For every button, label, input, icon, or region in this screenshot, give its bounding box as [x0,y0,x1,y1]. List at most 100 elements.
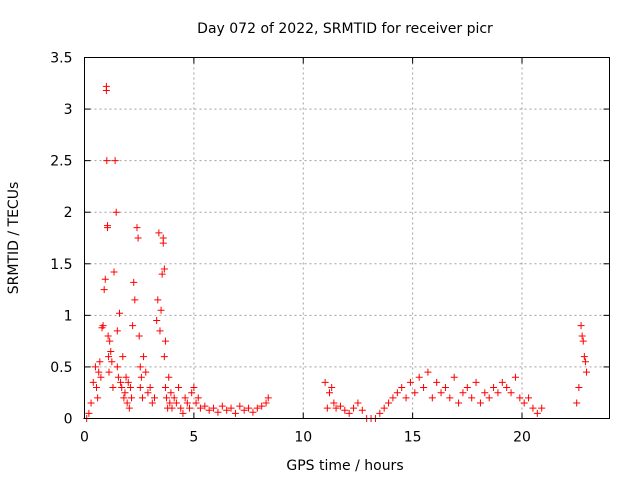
data-point [424,368,432,376]
data-point [107,347,115,355]
data-point [96,358,104,366]
data-point [126,384,134,392]
data-point [129,322,137,330]
data-point [575,384,583,392]
data-point [110,268,118,276]
data-point [516,394,524,402]
ticks: 0 0.5 1 1.5 2 2.5 3 3.5 0 5 10 15 20 [50,51,610,446]
data-point [533,409,541,417]
data-point [183,399,191,407]
data-point [227,404,235,412]
data-point [94,394,102,402]
data-point [223,406,231,414]
data-point [398,384,406,392]
data-point [214,408,222,416]
data-point [341,406,349,414]
data-point [196,404,204,412]
data-point [520,399,528,407]
data-point [148,399,156,407]
data-point [249,408,257,416]
data-point [144,389,152,397]
data-point [170,394,178,402]
data-point [433,378,441,386]
data-point [166,399,174,407]
y-tick-label: 2.5 [50,154,72,170]
data-point [385,399,393,407]
data-point [376,409,384,417]
data-point [205,406,213,414]
data-point [393,389,401,397]
y-tick-label: 2 [64,205,73,221]
data-point [402,394,410,402]
data-point [160,353,168,361]
x-tick-label: 5 [189,430,198,446]
data-point [157,306,165,314]
data-point [154,296,162,304]
data-point [136,384,144,392]
data-point [131,296,139,304]
data-point [525,394,533,402]
data-point [323,404,331,412]
data-point [161,337,169,345]
data-point [179,409,187,417]
data-point [472,378,480,386]
data-point [498,378,506,386]
data-point [101,275,109,283]
y-axis-label: SRMTID / TECUs [6,182,22,295]
data-point [93,384,101,392]
data-point [155,229,163,237]
data-point [350,404,358,412]
plot-frame [84,57,610,419]
data-point [253,404,261,412]
data-point [192,399,200,407]
y-tick-label: 1.5 [50,257,72,273]
data-point [336,402,344,410]
data-point [468,394,476,402]
data-point [240,406,248,414]
data-point [97,373,105,381]
data-point [146,384,154,392]
x-tick-label: 0 [80,430,89,446]
data-point [485,394,493,402]
data-point [245,404,253,412]
data-point [108,358,116,366]
data-point [103,157,111,165]
data-point [117,378,125,386]
data-point [354,399,362,407]
data-point [494,389,502,397]
data-point [172,399,180,407]
data-point [580,353,588,361]
data-point [111,157,119,165]
data-point [128,394,136,402]
data-point [258,402,266,410]
data-point [188,389,196,397]
data-point [579,337,587,345]
data-point [109,384,117,392]
data-point [210,404,218,412]
grid [84,57,610,419]
data-point [326,389,333,397]
data-point [441,384,449,392]
data-point [91,363,99,371]
data-point [459,389,467,397]
y-tick-label: 0 [64,412,73,428]
data-point [380,404,388,412]
x-tick-label: 10 [294,430,312,446]
data-point [112,208,120,216]
data-point [194,394,202,402]
data-point [122,373,130,381]
data-point [358,406,366,414]
data-point [151,394,158,402]
data-point [490,384,498,392]
data-point [463,384,471,392]
data-point [118,384,126,392]
data-point [328,384,336,392]
data-point [437,389,445,397]
data-point [330,399,338,407]
data-point [455,399,463,407]
x-axis-label: GPS time / hours [286,458,403,474]
data-point [181,394,189,402]
data-point [138,394,146,402]
data-point [114,373,122,381]
